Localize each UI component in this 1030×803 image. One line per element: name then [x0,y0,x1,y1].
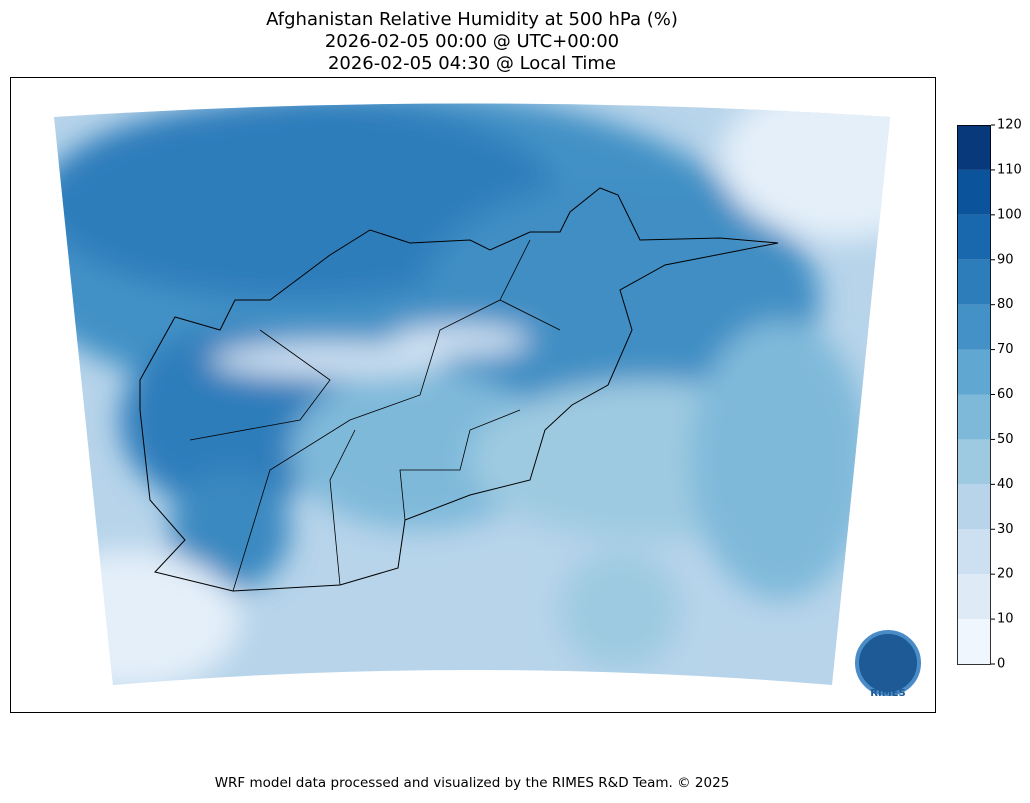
colorbar: 0 10 20 30 40 50 60 70 80 90 100 110 120 [957,118,1022,672]
colorbar-segment [957,214,991,260]
colorbar-segment [957,349,991,395]
colorbar-tick-label: 70 [997,342,1014,357]
title-line: Afghanistan Relative Humidity at 500 hPa… [266,9,678,30]
title-line: 2026-02-05 04:30 @ Local Time [328,53,616,74]
colorbar-frame [957,125,991,665]
colorbar-segment [957,394,991,440]
logo-text: RIMES [870,688,905,699]
colorbar-tick-label: 40 [997,477,1014,492]
colorbar-tick-label: 60 [997,387,1014,402]
logo: RIMES [855,630,921,699]
colorbar-tick-label: 50 [997,432,1014,447]
colorbar-tick-label: 30 [997,522,1014,537]
humidity-field [54,103,890,685]
colorbar-tick-label: 120 [997,118,1022,133]
colorbar-tick-label: 80 [997,297,1014,312]
colorbar-segment [957,169,991,215]
colorbar-segment [957,619,991,664]
title-line: 2026-02-05 00:00 @ UTC+00:00 [325,31,619,52]
country-border [139,187,779,592]
colorbar-segment [957,259,991,305]
colorbar-segment [957,439,991,485]
colorbar-tick-label: 0 [997,657,1005,672]
colorbar-tick-label: 100 [997,207,1022,222]
colorbar-segment [957,529,991,575]
footer: WRF model data processed and visualized … [215,775,730,791]
province-borders [189,239,561,592]
colorbar-segment [957,574,991,620]
colorbar-tick-label: 10 [997,612,1014,627]
colorbar-tick-label: 20 [997,567,1014,582]
colorbar-segment [957,304,991,350]
colorbar-tick-label: 90 [997,252,1014,267]
colorbar-segment [957,484,991,530]
colorbar-tick-label: 110 [997,162,1022,177]
colorbar-segment [957,125,991,170]
